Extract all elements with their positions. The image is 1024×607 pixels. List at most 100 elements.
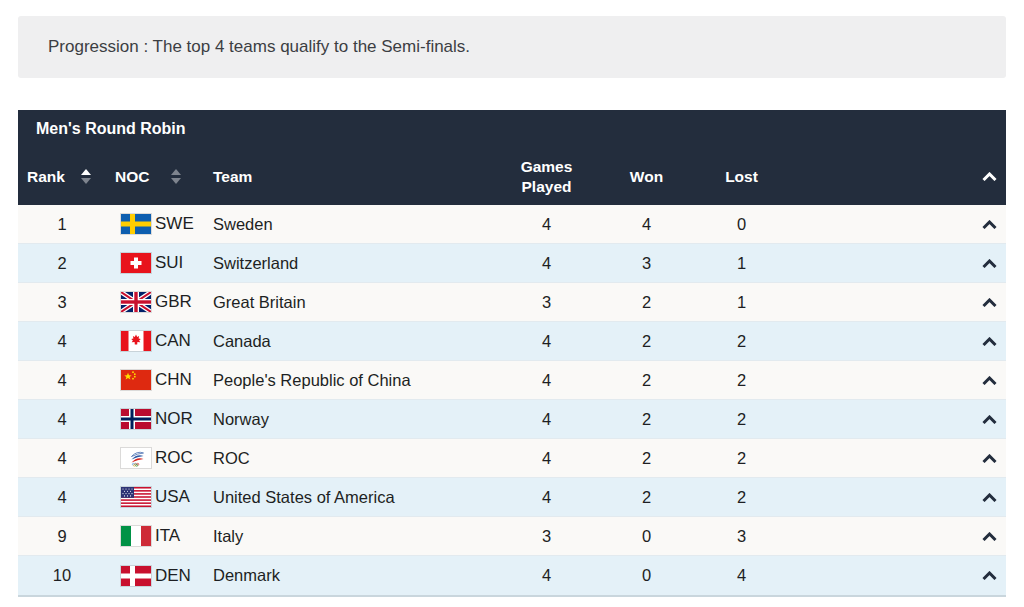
row-expand-cell: [972, 298, 1006, 307]
team-cell: Italy: [213, 527, 490, 546]
games-played-column-header: Games Played: [490, 157, 603, 196]
collapse-all-cell: [972, 172, 1006, 181]
team-cell: Switzerland: [213, 254, 490, 273]
lost-cell: 3: [690, 527, 793, 546]
noc-code: USA: [155, 487, 190, 507]
team-cell: Sweden: [213, 215, 490, 234]
chevron-up-icon[interactable]: [982, 532, 997, 541]
denmark-flag-icon: [121, 566, 151, 586]
chevron-up-icon[interactable]: [982, 376, 997, 385]
chevron-up-icon[interactable]: [982, 220, 997, 229]
chevron-up-icon[interactable]: [982, 415, 997, 424]
roc-flag-icon: [121, 448, 151, 468]
chevron-up-icon[interactable]: [982, 493, 997, 502]
canada-flag-icon: [121, 331, 151, 351]
rank-cell: 10: [18, 566, 106, 585]
chevron-up-icon[interactable]: [982, 259, 997, 268]
rank-cell: 4: [18, 410, 106, 429]
table-row[interactable]: 2 SUI Switzerland 4 3 1: [18, 244, 1006, 283]
team-cell: Denmark: [213, 566, 490, 585]
lost-cell: 2: [690, 332, 793, 351]
games-played-cell: 3: [490, 293, 603, 312]
noc-code: DEN: [155, 566, 191, 586]
norway-flag-icon: [121, 409, 151, 429]
rank-cell: 1: [18, 215, 106, 234]
noc-cell: CAN: [106, 331, 213, 351]
noc-cell: DEN: [106, 566, 213, 586]
table-title: Men's Round Robin: [36, 120, 186, 138]
noc-code: CAN: [155, 331, 191, 351]
chevron-up-icon[interactable]: [982, 172, 997, 181]
chevron-up-icon[interactable]: [982, 298, 997, 307]
won-cell: 4: [603, 215, 690, 234]
team-cell: People's Republic of China: [213, 371, 490, 390]
progression-banner: Progression : The top 4 teams qualify to…: [18, 16, 1006, 78]
lost-cell: 2: [690, 410, 793, 429]
table-row[interactable]: 10 DEN Denmark 4 0 4: [18, 556, 1006, 595]
team-column-header: Team: [213, 168, 490, 186]
games-played-cell: 4: [490, 332, 603, 351]
games-played-cell: 4: [490, 254, 603, 273]
noc-sort-icon[interactable]: [171, 169, 181, 184]
table-row[interactable]: 1 SWE Sweden 4 4 0: [18, 205, 1006, 244]
row-expand-cell: [972, 415, 1006, 424]
rank-sort-icon[interactable]: [81, 169, 91, 184]
lost-cell: 1: [690, 293, 793, 312]
table-row[interactable]: 4 CHN People's Republic of China 4 2 2: [18, 361, 1006, 400]
row-expand-cell: [972, 454, 1006, 463]
noc-cell: ITA: [106, 526, 213, 546]
games-played-cell: 4: [490, 215, 603, 234]
noc-code: ITA: [155, 526, 180, 546]
won-cell: 2: [603, 371, 690, 390]
noc-code: ROC: [155, 448, 193, 468]
noc-cell: ROC: [106, 448, 213, 468]
noc-code: SUI: [155, 253, 183, 273]
noc-cell: SUI: [106, 253, 213, 273]
won-cell: 3: [603, 254, 690, 273]
lost-cell: 2: [690, 371, 793, 390]
table-row[interactable]: 4 NOR Norway 4 2 2: [18, 400, 1006, 439]
team-cell: Norway: [213, 410, 490, 429]
rank-cell: 4: [18, 371, 106, 390]
won-cell: 2: [603, 488, 690, 507]
chevron-up-icon[interactable]: [982, 571, 997, 580]
rank-cell: 9: [18, 527, 106, 546]
table-row[interactable]: 4 CAN Canada 4 2 2: [18, 322, 1006, 361]
rank-cell: 2: [18, 254, 106, 273]
games-played-cell: 4: [490, 566, 603, 585]
noc-cell: SWE: [106, 214, 213, 234]
won-cell: 0: [603, 527, 690, 546]
team-cell: United States of America: [213, 488, 490, 507]
rank-header-label: Rank: [27, 168, 65, 186]
noc-cell: CHN: [106, 370, 213, 390]
usa-flag-icon: [121, 487, 151, 507]
noc-code: CHN: [155, 370, 192, 390]
row-expand-cell: [972, 532, 1006, 541]
progression-text: Progression : The top 4 teams qualify to…: [48, 37, 470, 57]
rank-cell: 4: [18, 488, 106, 507]
won-cell: 2: [603, 410, 690, 429]
chevron-up-icon[interactable]: [982, 454, 997, 463]
team-cell: ROC: [213, 449, 490, 468]
row-expand-cell: [972, 220, 1006, 229]
row-expand-cell: [972, 337, 1006, 346]
games-played-cell: 4: [490, 410, 603, 429]
noc-code: GBR: [155, 292, 192, 312]
table-row[interactable]: 9 ITA Italy 3 0 3: [18, 517, 1006, 556]
games-played-cell: 3: [490, 527, 603, 546]
table-row[interactable]: 4 USA United States of America 4 2 2: [18, 478, 1006, 517]
rank-column-header[interactable]: Rank: [18, 168, 106, 186]
won-cell: 0: [603, 566, 690, 585]
noc-column-header[interactable]: NOC: [106, 168, 213, 186]
lost-cell: 1: [690, 254, 793, 273]
lost-cell: 2: [690, 488, 793, 507]
lost-cell: 2: [690, 449, 793, 468]
lost-cell: 4: [690, 566, 793, 585]
table-row[interactable]: 3 GBR Great Britain 3 2 1: [18, 283, 1006, 322]
sweden-flag-icon: [121, 214, 151, 234]
table-row[interactable]: 4 ROC ROC 4 2 2: [18, 439, 1006, 478]
row-expand-cell: [972, 259, 1006, 268]
noc-cell: USA: [106, 487, 213, 507]
table-header-row: Rank NOC Team Games Played Won Lost: [18, 148, 1006, 205]
chevron-up-icon[interactable]: [982, 337, 997, 346]
